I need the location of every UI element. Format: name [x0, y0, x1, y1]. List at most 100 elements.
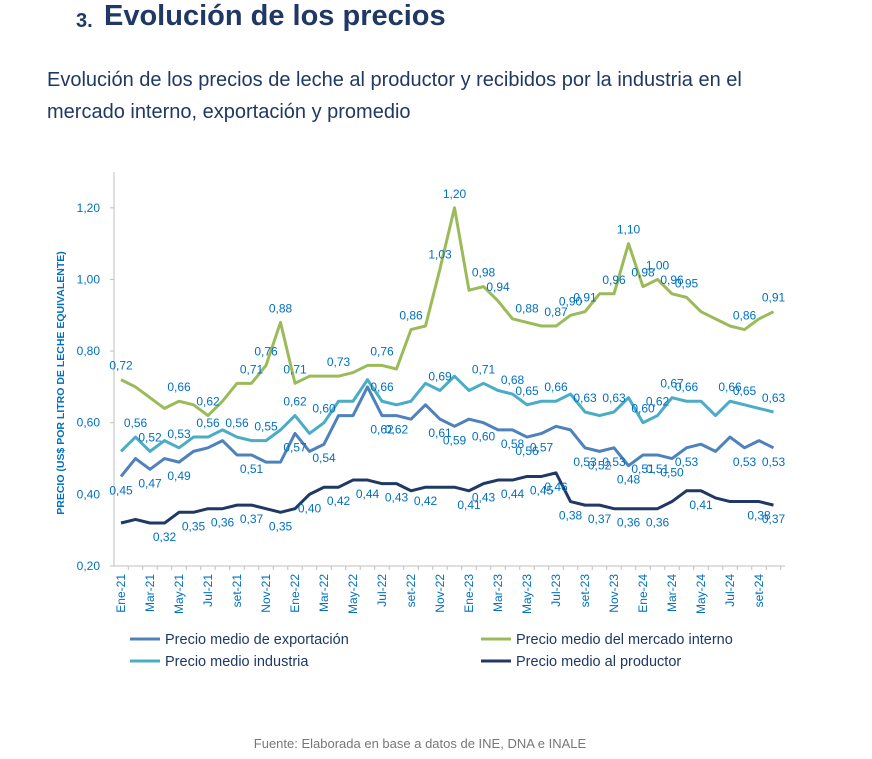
data-label: 0,66	[675, 380, 699, 394]
chart: PRECIO (US$ POR LITRO DE LECHE EQUIVALEN…	[55, 172, 786, 670]
data-label: 0,66	[544, 380, 568, 394]
x-tick-label: Ene-24	[636, 574, 650, 613]
data-label: 0,71	[472, 362, 496, 376]
section-title: Evolución de los precios	[104, 0, 446, 32]
legend-label: Precio medio del mercado interno	[516, 632, 733, 648]
data-label: 1,20	[443, 187, 467, 201]
y-tick-label: 1,00	[77, 272, 101, 286]
x-tick-label: Jul-21	[201, 574, 215, 607]
data-label: 0,71	[240, 362, 264, 376]
data-label: 0,87	[544, 305, 568, 319]
x-tick-label: set-24	[752, 574, 766, 608]
data-label: 0,51	[240, 462, 264, 476]
data-label: 0,60	[472, 430, 496, 444]
chart-title: Evolución de los precios de leche al pro…	[47, 69, 742, 123]
data-label: 1,03	[428, 248, 452, 262]
data-label: 0,57	[283, 440, 307, 454]
x-tick-label: Nov-21	[259, 574, 273, 613]
data-label: 0,62	[646, 395, 670, 409]
data-label: 0,61	[428, 426, 452, 440]
x-tick-label: Ene-23	[462, 574, 476, 613]
data-label: 0,63	[573, 391, 597, 405]
data-label: 0,63	[762, 391, 786, 405]
data-label: 0,69	[428, 369, 452, 383]
data-label: 0,91	[573, 291, 597, 305]
y-axis-label: PRECIO (US$ POR LITRO DE LECHE EQUIVALEN…	[55, 251, 67, 515]
x-tick-label: Nov-22	[433, 574, 447, 613]
data-label: 0,52	[588, 458, 612, 472]
data-label: 0,68	[501, 373, 525, 387]
legend-label: Precio medio de exportación	[165, 632, 349, 648]
data-label: 1,10	[617, 223, 641, 237]
data-label: 0,56	[124, 416, 148, 430]
data-label: 0,60	[312, 402, 336, 416]
data-label: 0,42	[414, 494, 438, 508]
data-label: 0,36	[646, 516, 670, 530]
data-label: 0,95	[675, 276, 699, 290]
y-tick-label: 0,80	[77, 344, 101, 358]
x-tick-label: May-23	[520, 574, 534, 614]
data-label: 0,44	[356, 487, 380, 501]
data-label: 0,76	[254, 344, 278, 358]
source: Fuente: Elaborada en base a datos de INE…	[253, 736, 587, 751]
data-label: 0,98	[631, 266, 655, 280]
data-label: 0,41	[689, 498, 713, 512]
data-label: 0,88	[269, 301, 293, 315]
data-label: 0,71	[283, 362, 307, 376]
data-label: 0,43	[472, 491, 496, 505]
data-label: 0,96	[660, 273, 684, 287]
x-tick-label: Ene-21	[114, 574, 128, 613]
section-number: 3.	[76, 10, 93, 32]
x-tick-label: May-21	[172, 574, 186, 614]
data-label: 0,62	[370, 423, 394, 437]
x-tick-label: set-22	[404, 574, 418, 608]
data-label: 0,48	[617, 473, 641, 487]
x-tick-label: set-23	[578, 574, 592, 608]
data-label: 0,36	[211, 516, 235, 530]
data-label: 0,56	[196, 416, 220, 430]
x-tick-label: Nov-23	[607, 574, 621, 613]
x-tick-label: Mar-22	[317, 574, 331, 612]
x-tick-label: Mar-23	[491, 574, 505, 612]
data-label: 0,45	[109, 483, 133, 497]
data-label: 0,56	[225, 416, 249, 430]
data-label: 0,46	[544, 480, 568, 494]
data-label: 0,51	[646, 462, 670, 476]
y-tick-label: 1,20	[77, 201, 101, 215]
y-tick-label: 0,40	[77, 487, 101, 501]
x-tick-label: Ene-22	[288, 574, 302, 613]
data-label: 0,90	[559, 294, 583, 308]
data-label: 0,35	[182, 519, 206, 533]
data-label: 0,41	[457, 498, 481, 512]
data-label: 0,73	[327, 355, 351, 369]
data-label: 0,58	[501, 437, 525, 451]
data-label: 0,54	[312, 451, 336, 465]
data-label: 0,42	[327, 494, 351, 508]
data-label: 0,65	[733, 384, 757, 398]
legend-label: Precio medio al productor	[516, 654, 681, 670]
data-label: 0,86	[733, 309, 757, 323]
data-label: 0,56	[515, 444, 539, 458]
data-label: 0,40	[298, 501, 322, 515]
data-label: 0,63	[602, 391, 626, 405]
data-label: 0,53	[167, 427, 191, 441]
data-label: 0,37	[762, 512, 786, 526]
data-label: 1,00	[646, 258, 670, 272]
data-label: 0,37	[240, 512, 264, 526]
data-label: 0,32	[153, 530, 177, 544]
data-label: 0,52	[138, 430, 162, 444]
data-label: 0,50	[660, 466, 684, 480]
data-label: 0,62	[283, 395, 307, 409]
x-tick-label: Mar-21	[143, 574, 157, 612]
data-label: 0,66	[718, 380, 742, 394]
data-label: 0,57	[530, 440, 554, 454]
data-label: 0,66	[167, 380, 191, 394]
data-label: 0,53	[675, 455, 699, 469]
series-line	[119, 374, 774, 453]
x-tick-label: Jul-23	[549, 574, 563, 607]
data-label: 0,44	[501, 487, 525, 501]
x-tick-label: May-22	[346, 574, 360, 614]
data-label: 0,53	[573, 455, 597, 469]
legend-label: Precio medio industria	[165, 654, 309, 670]
